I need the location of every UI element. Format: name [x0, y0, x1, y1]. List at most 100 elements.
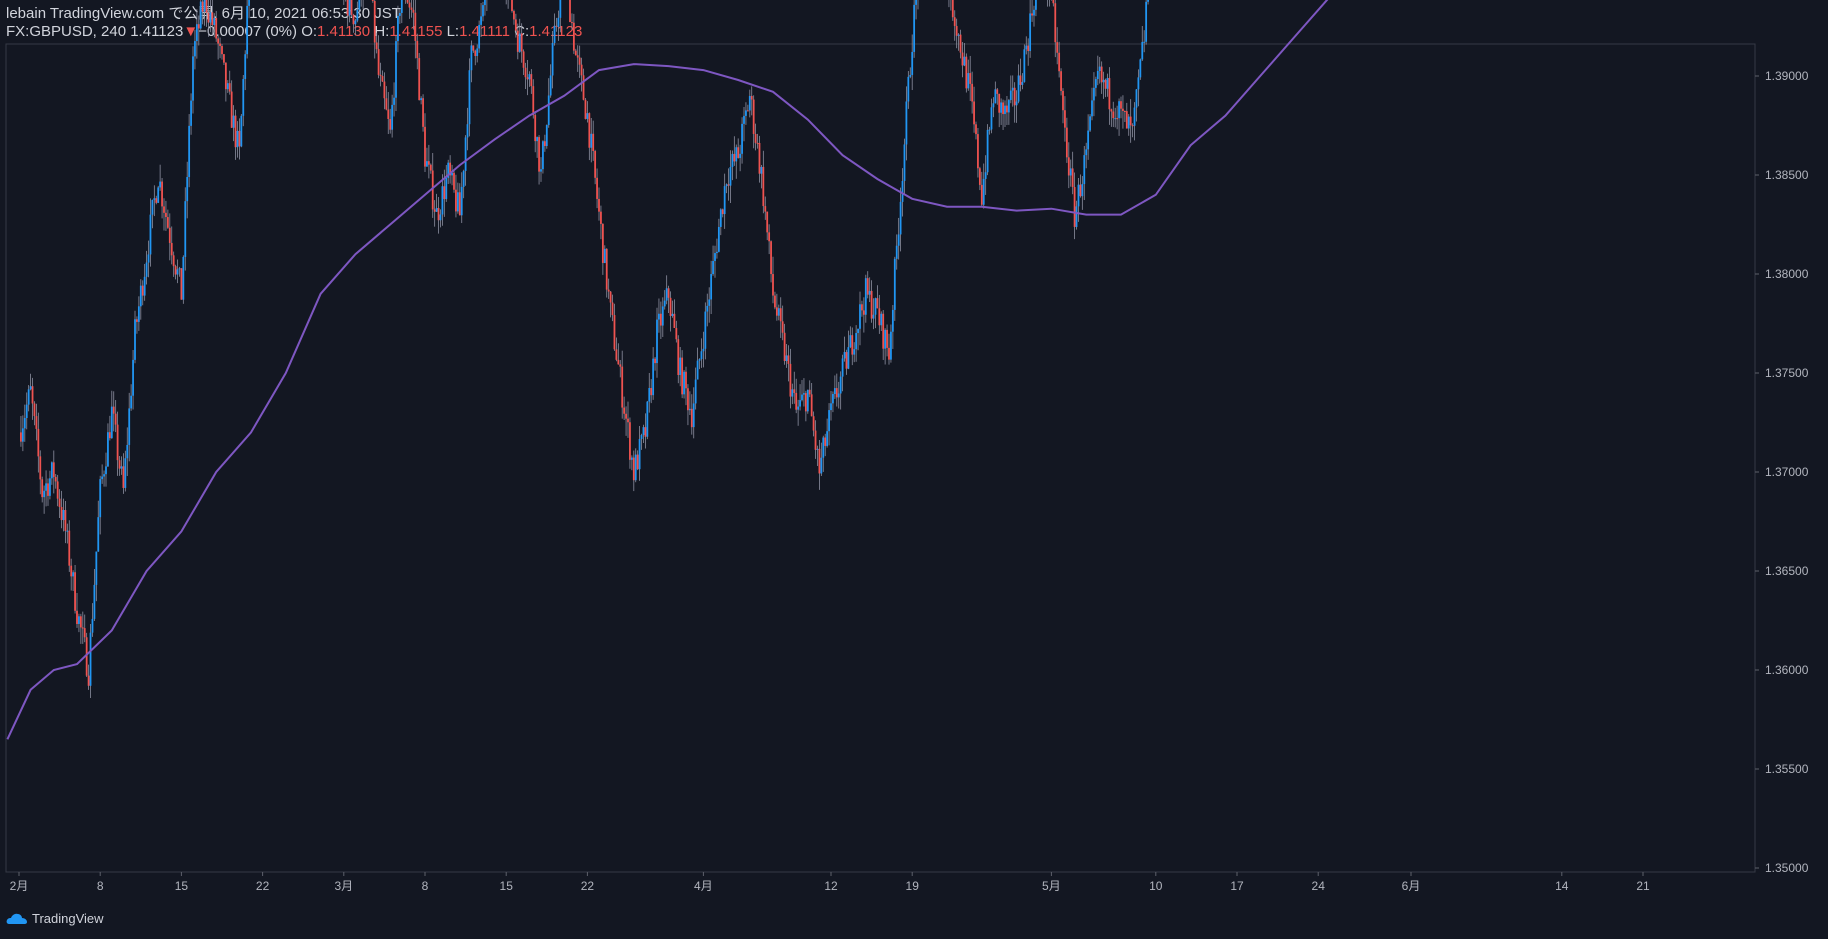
candle-body: [743, 115, 745, 124]
candle-body: [623, 407, 626, 414]
close-value: 1.41123: [529, 23, 583, 40]
candle-body: [739, 153, 742, 158]
candle-body: [23, 418, 26, 429]
candle-body: [839, 376, 842, 394]
candle-body: [464, 137, 467, 171]
candle-body: [727, 184, 730, 186]
candle-body: [56, 481, 59, 499]
candle-body: [182, 256, 185, 300]
candle-body: [64, 509, 67, 531]
candle-body: [777, 308, 780, 316]
candle-body: [545, 125, 548, 146]
brand-label: TradingView: [32, 911, 104, 926]
candle-body: [822, 437, 825, 458]
candle-body: [108, 432, 111, 439]
candle-body: [890, 331, 892, 360]
candle-body: [851, 335, 854, 355]
candle-body: [439, 214, 442, 221]
candle-body: [627, 418, 629, 423]
candle-body: [141, 285, 144, 296]
price-tick-label: 1.35000: [1765, 861, 1809, 875]
time-tick-label: 19: [906, 879, 920, 893]
candle-body: [155, 198, 158, 203]
candle-body: [1025, 45, 1028, 50]
time-tick-label: 4月: [694, 879, 713, 893]
candle-body: [221, 45, 223, 55]
candle-body: [965, 56, 968, 89]
candle-body: [194, 41, 196, 57]
candle-body: [201, 1, 204, 12]
candle-body: [151, 200, 154, 215]
candle-body: [516, 30, 519, 52]
candle-body: [172, 255, 175, 267]
candle-body: [37, 428, 40, 457]
candle-body: [33, 403, 36, 417]
candle-body: [52, 462, 55, 477]
candle-body: [381, 76, 384, 82]
candle-body: [646, 401, 649, 437]
candle-body: [729, 167, 732, 186]
candle-body: [574, 50, 577, 56]
candle-body: [725, 184, 728, 187]
candle-body: [572, 22, 575, 51]
candle-body: [909, 74, 912, 77]
candle-body: [663, 300, 666, 307]
candle-body: [973, 101, 975, 125]
open-label: O:: [301, 23, 318, 40]
price-tick-label: 1.39000: [1765, 69, 1809, 83]
candle-body: [120, 466, 123, 469]
candle-body: [559, 0, 562, 18]
candle-body: [105, 466, 107, 475]
moving-average-line[interactable]: [6, 0, 1556, 740]
candle-body: [702, 348, 705, 352]
candle-body: [118, 460, 121, 469]
candle-body: [737, 147, 740, 158]
low-value: 1.41111: [459, 23, 510, 40]
candle-body: [1089, 116, 1091, 131]
candle-body: [733, 153, 736, 162]
price-tick-label: 1.37000: [1765, 465, 1809, 479]
candle-body: [905, 101, 908, 145]
candle-body: [745, 110, 747, 116]
candle-body: [1087, 130, 1090, 150]
candle-body: [611, 302, 614, 316]
candle-body: [21, 428, 24, 442]
candle-body: [1002, 102, 1004, 115]
candle-body: [694, 379, 697, 404]
candle-body: [513, 11, 515, 20]
candle-body: [49, 478, 51, 496]
footer: TradingView: [6, 911, 104, 926]
candle-body: [1141, 41, 1144, 60]
candle-body: [681, 357, 684, 395]
candle-body: [39, 456, 42, 480]
candle-body: [1058, 52, 1061, 72]
candle-body: [547, 95, 550, 126]
candle-body: [427, 161, 430, 165]
candle-body: [874, 298, 877, 315]
candle-body: [1139, 59, 1142, 78]
time-axis[interactable]: 2月 8 15 22 3月 8 15 22 4月 12 19 5月 10 17 24 6月 14 21: [10, 872, 1650, 893]
candle-body: [112, 406, 115, 414]
candle-body: [224, 62, 227, 90]
candle-body: [1093, 87, 1095, 101]
candle-body: [68, 530, 71, 566]
candle-body: [163, 206, 165, 213]
time-tick-label: 22: [581, 879, 595, 893]
candle-body: [207, 12, 210, 23]
candle-body: [988, 129, 991, 131]
candle-body: [514, 19, 517, 31]
candle-body: [895, 245, 898, 259]
price-axis[interactable]: 1.430001.425001.420001.415001.410001.405…: [1755, 0, 1809, 875]
candle-body: [458, 192, 461, 216]
candle-body: [716, 251, 718, 254]
candle-body: [455, 189, 457, 212]
candle-body: [872, 314, 875, 319]
candle-body: [1100, 66, 1103, 83]
candle-body: [70, 565, 73, 577]
candle-body: [884, 329, 887, 349]
candle-body: [1112, 111, 1115, 119]
candle-body: [422, 98, 424, 127]
candle-body: [416, 40, 419, 59]
candle-body: [74, 572, 76, 611]
